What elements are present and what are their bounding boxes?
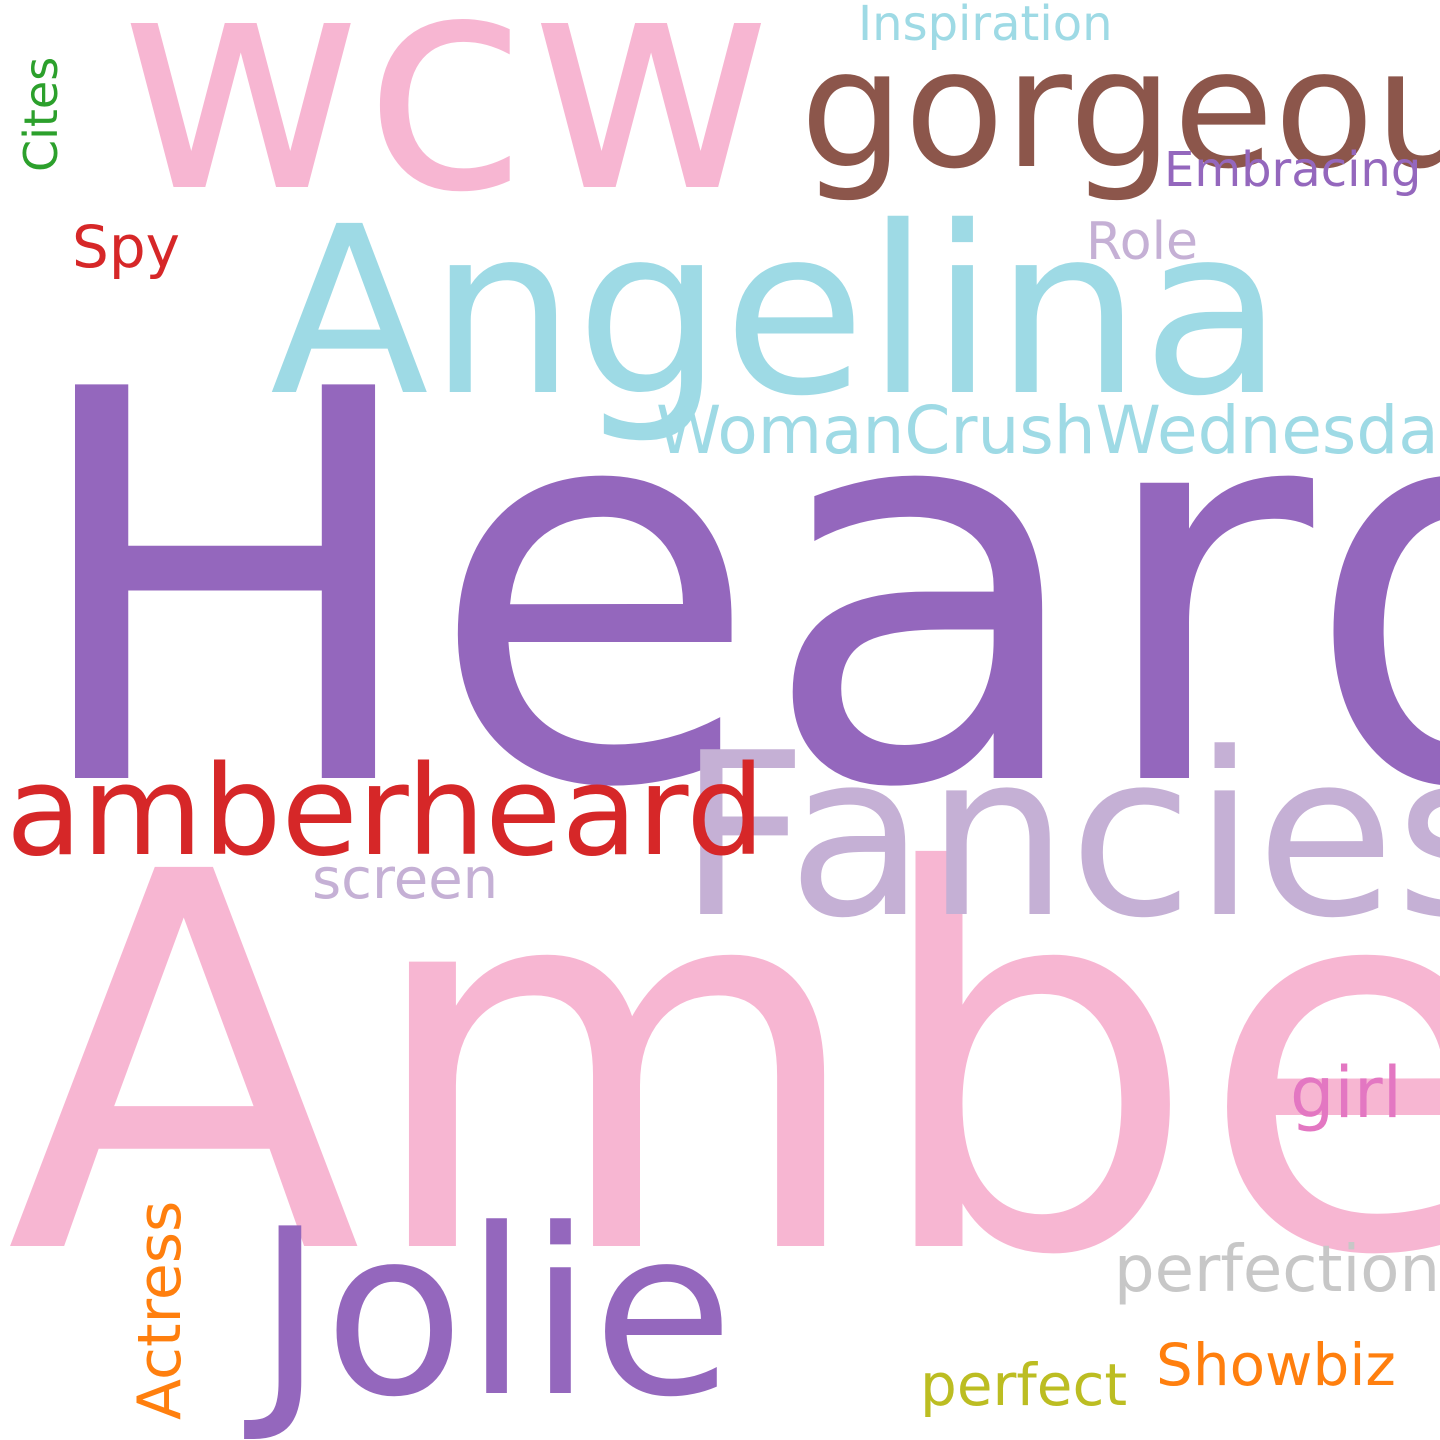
- word-perfection: perfection: [1114, 1233, 1440, 1307]
- word-girl: girl: [1290, 1052, 1403, 1134]
- word-screen: screen: [312, 847, 499, 912]
- word-womancrushwednesday: WomanCrushWednesday: [656, 392, 1440, 469]
- word-amber: Amber: [6, 763, 1440, 1369]
- word-actress: Actress: [125, 1200, 195, 1420]
- word-angelina: Angelina: [270, 177, 1284, 447]
- word-role: Role: [1086, 212, 1199, 272]
- word-gorgeous: gorgeous: [800, 14, 1440, 205]
- word-fancies: Fancies: [678, 705, 1440, 968]
- word-embracing: Embracing: [1164, 142, 1422, 198]
- word-inspiration: Inspiration: [858, 0, 1113, 52]
- word-amberheard: amberheard: [6, 740, 765, 884]
- word-spy: Spy: [72, 213, 180, 281]
- word-jolie: Jolie: [256, 1181, 734, 1440]
- word-heard: Heard: [22, 278, 1440, 906]
- word-cites: Cites: [14, 56, 68, 172]
- word-perfect: perfect: [920, 1351, 1128, 1419]
- word-wcw: wcw: [118, 0, 774, 258]
- word-showbiz: Showbiz: [1156, 1331, 1396, 1399]
